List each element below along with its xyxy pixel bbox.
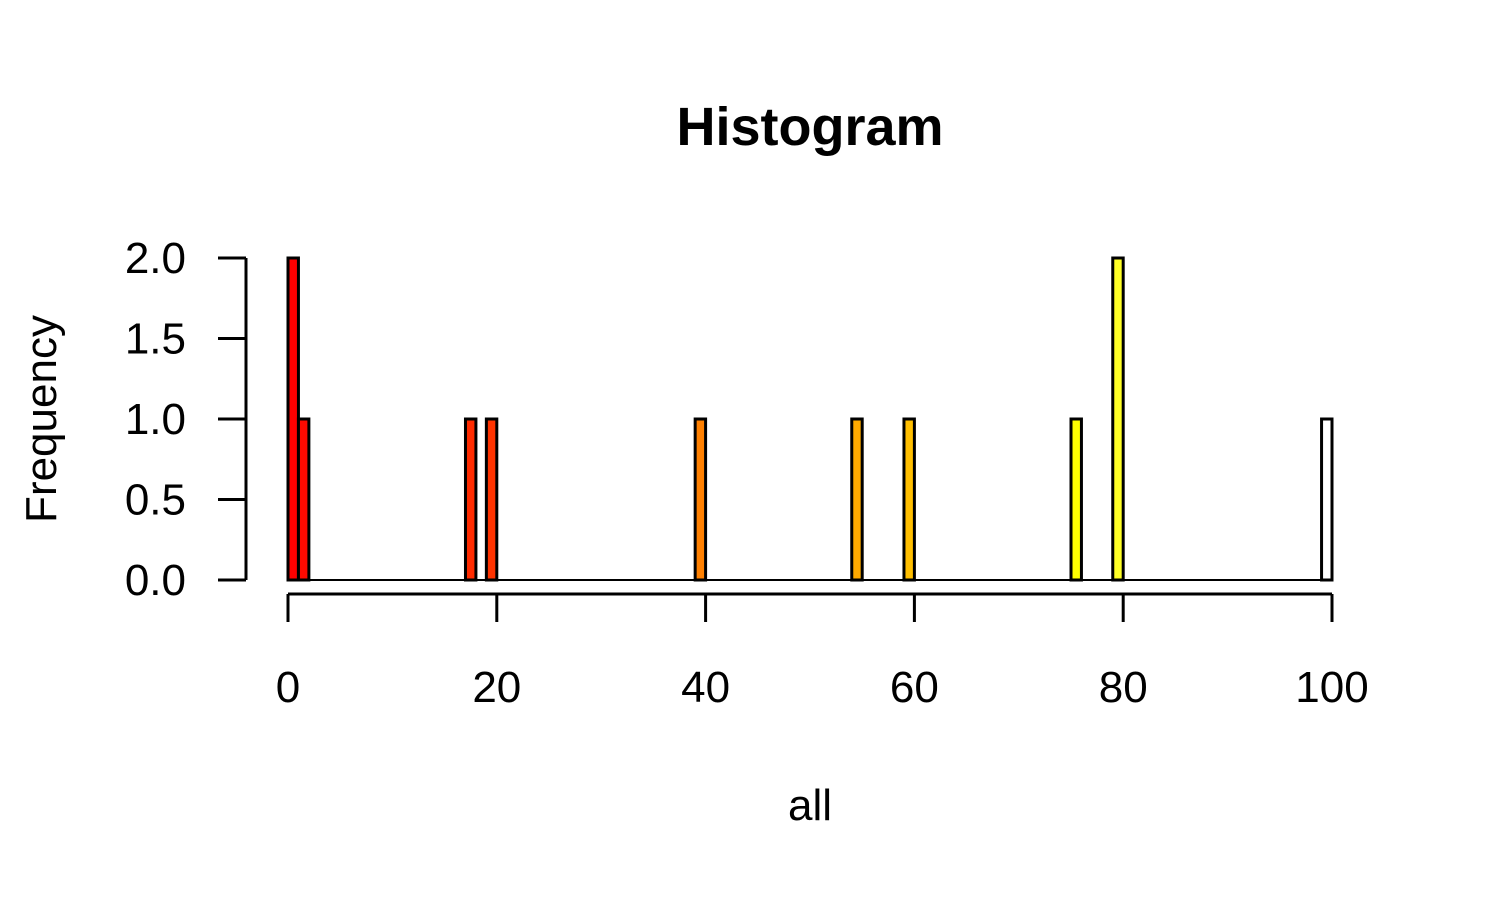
histogram-bar-5 xyxy=(850,417,864,582)
histogram-bar-3 xyxy=(484,417,499,582)
x-tick-label: 60 xyxy=(890,663,939,712)
histogram-bar-0 xyxy=(286,256,300,582)
y-tick-label: 2.0 xyxy=(125,234,186,283)
y-tick-label: 1.0 xyxy=(125,395,186,444)
plot-area xyxy=(286,256,1334,582)
y-tick-label: 0.0 xyxy=(125,556,186,605)
x-tick-label: 20 xyxy=(472,663,521,712)
y-tick-label: 0.5 xyxy=(125,476,186,525)
histogram-bar-9 xyxy=(1320,417,1334,582)
x-tick-label: 40 xyxy=(681,663,730,712)
y-axis-label: Frequency xyxy=(17,315,66,523)
x-ticks-group: 0 20 40 60 80 100 xyxy=(276,594,1369,712)
x-tick-label: 80 xyxy=(1099,663,1148,712)
x-tick-label: 100 xyxy=(1295,663,1368,712)
histogram-bar-7 xyxy=(1069,417,1083,582)
y-ticks-group: 0.0 0.5 1.0 1.5 2.0 xyxy=(125,234,246,605)
y-axis: 0.0 0.5 1.0 1.5 2.0 xyxy=(125,234,248,605)
x-axis-label: all xyxy=(788,781,832,830)
histogram-bar-4 xyxy=(693,417,708,582)
chart-title: Histogram xyxy=(676,97,943,157)
histogram-bar-6 xyxy=(902,417,916,582)
histogram-bar-8 xyxy=(1111,256,1125,582)
bars-group xyxy=(286,256,1334,582)
x-tick-label: 0 xyxy=(276,663,300,712)
histogram-bar-1 xyxy=(296,417,311,582)
histogram-bar-2 xyxy=(463,417,478,582)
x-axis: 0 20 40 60 80 100 xyxy=(276,592,1369,712)
y-tick-label: 1.5 xyxy=(125,315,186,364)
